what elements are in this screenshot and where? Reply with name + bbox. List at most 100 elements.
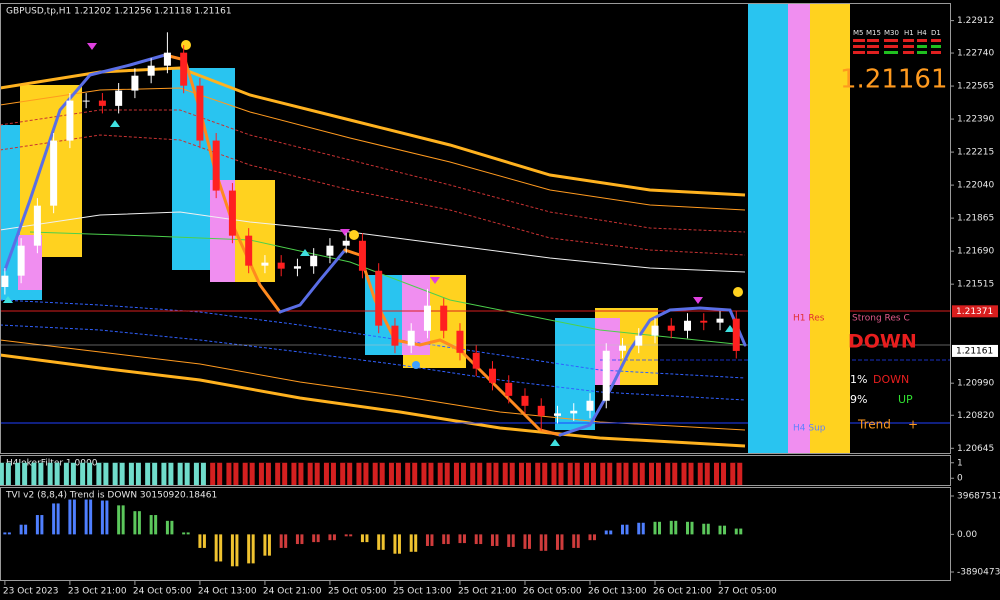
filter-bar-gap — [150, 462, 153, 485]
candle-body — [358, 240, 366, 271]
zone-box — [235, 180, 275, 282]
filter-bar-gap — [101, 462, 104, 485]
candle-body — [602, 350, 610, 401]
oscillator-bar — [658, 521, 662, 535]
filter-bar-gap — [556, 462, 559, 485]
candle-body — [651, 325, 659, 336]
oscillator-bar — [56, 503, 60, 535]
y-tick-label: 1.22740 — [957, 49, 994, 59]
oscillator-bar — [263, 534, 267, 556]
oscillator-bar — [377, 534, 381, 550]
filter-bar-gap — [588, 462, 591, 485]
oscillator-bar — [284, 534, 288, 548]
y-tick-label: 1.20645 — [957, 444, 994, 454]
oscillator-bar — [202, 534, 206, 548]
x-tick-label: 23 Oct 2023 — [3, 587, 59, 597]
strength-column — [810, 4, 850, 453]
oscillator-bar — [474, 534, 478, 545]
timeframe-cell — [867, 39, 879, 42]
up-arrow — [300, 249, 310, 256]
oscillator-bar — [523, 534, 527, 549]
down-arrow — [693, 297, 703, 304]
filter-bar-gap — [654, 462, 657, 485]
oscillator-bar — [442, 534, 446, 545]
x-tick-label: 26 Oct 05:00 — [523, 587, 582, 597]
filter-bar-gap — [117, 462, 120, 485]
timeframe-label: H1 — [904, 29, 914, 37]
oscillator-bar — [117, 505, 121, 535]
candle-body — [342, 240, 350, 246]
band-line — [0, 339, 746, 431]
oscillator-bar — [235, 534, 239, 567]
oscillator-bar — [3, 532, 7, 535]
indicator-title: TVI v2 (8,8,4) Trend is DOWN 30150920.18… — [5, 491, 217, 501]
oscillator-bar — [24, 524, 28, 535]
timeframe-cell — [867, 51, 879, 54]
y-tick-label: 0.00 — [957, 530, 977, 540]
zone-box — [430, 275, 466, 368]
oscillator-bar — [490, 534, 494, 546]
trend-sign: + — [908, 418, 918, 432]
candle-body — [131, 75, 139, 91]
candle-body — [456, 330, 464, 353]
oscillator-bar — [734, 528, 738, 535]
candle-body — [98, 100, 106, 106]
oscillator-bar — [19, 524, 23, 535]
filter-bar-gap — [20, 462, 23, 485]
timeframe-cell — [903, 51, 914, 54]
candle-body — [472, 352, 480, 369]
oscillator-bar — [137, 511, 141, 535]
candle-body — [635, 335, 643, 346]
oscillator-bar — [637, 522, 641, 535]
timeframe-label: H4 — [917, 29, 927, 37]
zone-box — [172, 180, 210, 270]
timeframe-cell — [931, 45, 941, 48]
candle-body — [716, 318, 724, 323]
oscillator-bar — [511, 534, 515, 547]
candle-body — [326, 245, 334, 256]
filter-bar-gap — [507, 462, 510, 485]
oscillator-bar — [690, 521, 694, 535]
timeframe-cell — [917, 39, 927, 42]
timeframe-cell — [917, 45, 927, 48]
oscillator-bar — [328, 534, 332, 541]
filter-bar-gap — [393, 462, 396, 485]
candle-body — [553, 413, 561, 416]
filter-bar-gap — [166, 462, 169, 485]
oscillator-bar — [625, 524, 629, 535]
candle-body — [521, 395, 529, 406]
up-label: UP — [898, 393, 913, 406]
candle-body — [293, 266, 301, 269]
price-marker-box — [952, 344, 998, 357]
filter-bar-gap — [605, 462, 608, 485]
filter-bar-gap — [198, 462, 201, 485]
band-line — [0, 66, 746, 197]
oscillator-bar — [641, 522, 645, 535]
oscillator-bar — [393, 534, 397, 554]
filter-bar-gap — [215, 462, 218, 485]
oscillator-bar — [414, 534, 418, 552]
oscillator-bar — [121, 505, 125, 535]
timeframe-cell — [917, 51, 927, 54]
down-arrow — [340, 229, 350, 236]
timeframe-cell — [884, 45, 898, 48]
filter-bar-gap — [442, 462, 445, 485]
filter-bar-gap — [377, 462, 380, 485]
timeframe-cell — [903, 39, 914, 42]
filter-bar-gap — [458, 462, 461, 485]
y-tick-label: 1.21865 — [957, 214, 994, 224]
oscillator-bar — [723, 525, 727, 535]
filter-bar-gap — [345, 462, 348, 485]
down-label: DOWN — [873, 373, 909, 386]
oscillator-bar — [609, 530, 613, 535]
filter-bar-gap — [328, 462, 331, 485]
filter-bar-gap — [523, 462, 526, 485]
timeframe-label: M30 — [884, 29, 899, 37]
trend-segment — [278, 248, 347, 314]
timeframe-cell — [867, 45, 879, 48]
candle-body — [82, 100, 90, 102]
oscillator-bar — [230, 534, 234, 567]
candle-body — [618, 345, 626, 351]
x-tick-label: 23 Oct 21:00 — [68, 587, 127, 597]
